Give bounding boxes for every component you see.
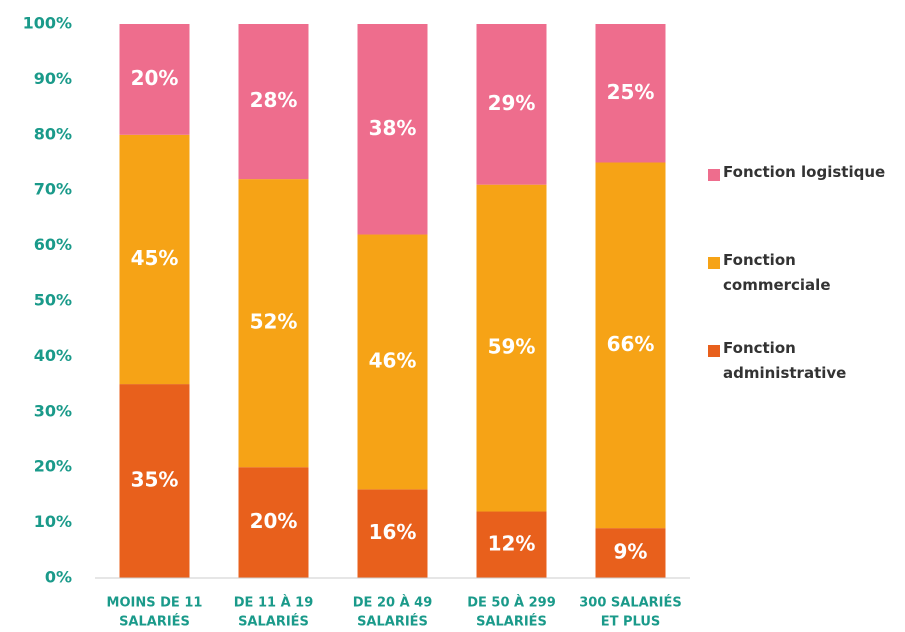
bar-segment <box>476 24 547 185</box>
y-tick-label: 90% <box>34 69 72 88</box>
x-tick-label: DE 50 À 299 <box>467 595 556 611</box>
y-tick-label: 0% <box>45 568 72 587</box>
x-tick-label: DE 11 À 19 <box>234 595 314 611</box>
value-label: 38% <box>369 116 417 140</box>
x-tick-label: ET PLUS <box>601 615 661 630</box>
value-label: 46% <box>369 348 417 372</box>
value-label: 20% <box>131 66 179 90</box>
bar-segment <box>595 24 666 163</box>
bar-segment <box>595 528 666 578</box>
legend-item: Fonction administrative <box>708 339 898 386</box>
bar-segment <box>357 24 428 235</box>
y-tick-label: 10% <box>34 512 72 531</box>
value-label: 59% <box>488 335 536 359</box>
legend-label: Fonction logistique <box>723 163 886 181</box>
bar-segment <box>476 511 547 578</box>
bar-segment <box>238 179 309 468</box>
legend-label: Fonction commerciale <box>723 251 831 294</box>
x-tick-label: SALARIÉS <box>357 614 428 630</box>
bar-segment <box>595 162 666 529</box>
x-tick-label: SALARIÉS <box>119 614 190 630</box>
y-tick-label: 40% <box>34 346 72 365</box>
bar-segment <box>357 489 428 578</box>
value-label: 16% <box>369 520 417 544</box>
value-label: 12% <box>488 531 536 555</box>
bar-segment <box>119 134 190 385</box>
x-tick-label: SALARIÉS <box>238 614 309 630</box>
legend-item: Fonction commerciale <box>708 251 898 298</box>
value-label: 25% <box>607 80 655 104</box>
x-tick-label: SALARIÉS <box>476 614 547 630</box>
x-tick-label: DE 20 À 49 <box>353 595 433 611</box>
y-tick-label: 80% <box>34 124 72 143</box>
bar-segment <box>357 234 428 490</box>
value-label: 20% <box>250 509 298 533</box>
x-tick-label: MOINS DE 11 <box>107 596 203 611</box>
value-label: 35% <box>131 468 179 492</box>
y-tick-label: 70% <box>34 180 72 199</box>
y-tick-label: 50% <box>34 291 72 310</box>
value-label: 52% <box>250 310 298 334</box>
x-tick-label: 300 SALARIÉS <box>579 595 682 611</box>
legend-label: Fonction administrative <box>723 339 847 382</box>
legend-swatch <box>708 169 720 181</box>
value-label: 9% <box>614 540 648 564</box>
value-label: 66% <box>607 332 655 356</box>
value-label: 45% <box>131 246 179 270</box>
bar-segment <box>119 384 190 578</box>
legend-swatch <box>708 257 720 269</box>
bar-segment <box>476 184 547 512</box>
y-tick-label: 20% <box>34 457 72 476</box>
y-tick-label: 60% <box>34 235 72 254</box>
y-tick-label: 30% <box>34 401 72 420</box>
bar-segment <box>119 24 190 135</box>
value-label: 28% <box>250 88 298 112</box>
legend-swatch <box>708 345 720 357</box>
y-tick-label: 100% <box>23 14 72 33</box>
legend-item: Fonction logistique <box>708 163 898 185</box>
bar-segment <box>238 467 309 578</box>
bar-segment <box>238 24 309 180</box>
value-label: 29% <box>488 91 536 115</box>
